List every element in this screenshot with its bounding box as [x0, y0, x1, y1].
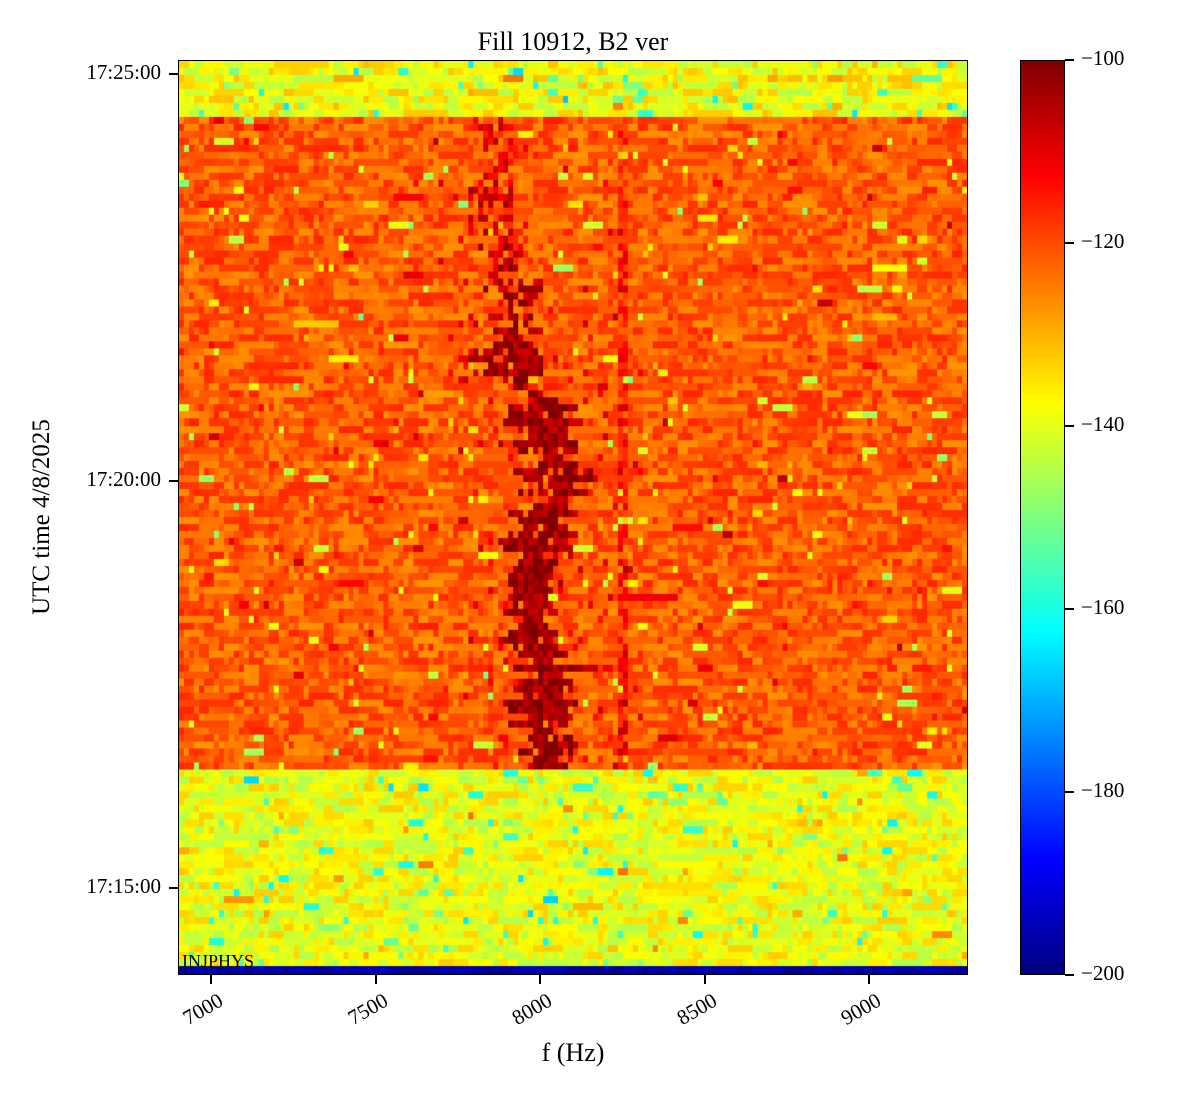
- y-tick-mark: [169, 72, 178, 75]
- colorbar-tick-mark: [1065, 242, 1074, 244]
- colorbar-tick-label: −160: [1081, 595, 1125, 619]
- colorbar-tick-mark: [1065, 974, 1074, 976]
- colorbar-tick-mark: [1065, 59, 1074, 61]
- y-axis-label: UTC time 4/8/2025: [28, 419, 55, 615]
- x-tick-label: 7000: [178, 988, 227, 1030]
- x-tick-mark: [868, 975, 871, 984]
- chart-title: Fill 10912, B2 ver: [477, 27, 669, 56]
- x-tick-label: 9000: [836, 988, 886, 1030]
- y-tick-label: 17:20:00: [86, 466, 161, 491]
- colorbar-tick-label: −120: [1081, 229, 1125, 253]
- colorbar-canvas: [1021, 61, 1064, 974]
- x-tick-mark: [374, 975, 377, 984]
- y-tick-label: 17:25:00: [86, 59, 161, 84]
- x-tick-mark: [539, 975, 542, 984]
- colorbar-tick-mark: [1065, 791, 1074, 793]
- x-tick-label: 7500: [343, 988, 392, 1030]
- colorbar: [1020, 60, 1065, 975]
- colorbar-tick-label: −140: [1081, 412, 1125, 436]
- y-tick-label: 17:15:00: [86, 874, 161, 899]
- colorbar-tick-label: −200: [1081, 961, 1125, 985]
- injphys-annotation: INJPHYS: [182, 951, 255, 971]
- x-tick-mark: [703, 975, 706, 984]
- y-tick-mark: [169, 887, 178, 890]
- colorbar-tick-label: −180: [1081, 778, 1125, 802]
- heatmap-plot: INJPHYS: [178, 60, 968, 975]
- x-axis-label: f (Hz): [541, 1038, 605, 1067]
- y-tick-mark: [169, 479, 178, 482]
- heatmap-canvas: [179, 61, 967, 974]
- x-tick-label: 8500: [672, 988, 721, 1030]
- colorbar-tick-label: −100: [1081, 46, 1125, 70]
- colorbar-tick-mark: [1065, 425, 1074, 427]
- x-tick-mark: [209, 975, 212, 984]
- x-tick-label: 8000: [507, 988, 557, 1030]
- colorbar-tick-mark: [1065, 608, 1074, 610]
